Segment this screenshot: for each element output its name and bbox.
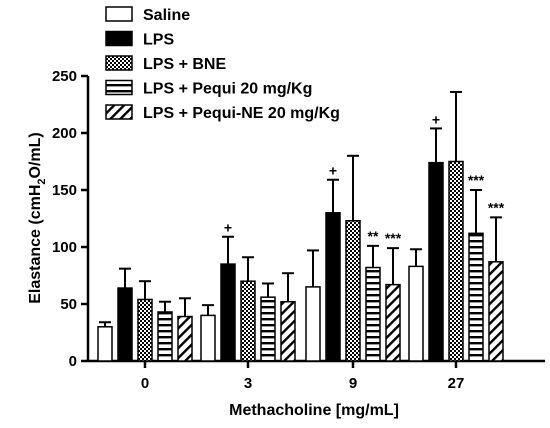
bar-group-item (200, 304, 216, 362)
bar (345, 220, 361, 362)
bar-group-item (137, 280, 153, 362)
x-tick-label: 27 (448, 375, 465, 392)
legend-item: Saline (105, 6, 190, 24)
legend-swatch (105, 79, 133, 96)
bar-group-item: ** (365, 228, 381, 362)
bar-group-item (280, 272, 296, 362)
bar-group-item: *** (385, 230, 402, 362)
y-tick-label: 50 (60, 296, 77, 313)
significance-marker: + (432, 111, 440, 127)
bar (200, 314, 216, 362)
bar-group-item (260, 282, 276, 362)
x-tick-label: 9 (349, 375, 357, 392)
bar (408, 265, 424, 362)
significance-marker: + (224, 220, 232, 236)
bar-group-item (177, 297, 193, 362)
legend-label: LPS + Pequi-NE 20 mg/Kg (143, 105, 340, 122)
legend: Saline LPS LPS + BNE LPS + Pequi 20 mg/Kg LP… (105, 6, 340, 122)
bar (488, 261, 504, 362)
bar (385, 283, 401, 362)
legend-item: LPS (105, 30, 174, 49)
bar-group-item: + (220, 220, 236, 362)
significance-marker: + (329, 163, 337, 179)
legend-label: LPS + Pequi 20 mg/Kg (143, 81, 312, 98)
legend-label: Saline (143, 7, 190, 24)
bar (448, 160, 464, 362)
bar-group-item (305, 249, 321, 362)
bar (468, 232, 484, 362)
legend-swatch (105, 30, 133, 47)
legend-label: LPS (143, 32, 174, 49)
significance-marker: *** (385, 230, 402, 246)
y-tick-label: 200 (52, 125, 77, 142)
bar (220, 263, 236, 362)
x-tick-label: 0 (141, 375, 149, 392)
bar (280, 300, 296, 362)
legend-swatch (105, 104, 133, 120)
bars: ++** ***+****** (97, 90, 505, 362)
bar-group-item (240, 256, 256, 362)
bar (305, 286, 321, 362)
significance-marker: ** (368, 228, 379, 244)
y-tick-label: 250 (52, 68, 77, 85)
bar (240, 280, 256, 362)
bar-group-item (157, 300, 173, 362)
legend-swatch (105, 6, 133, 22)
y-axis: 0 50 100 150 200 250 (52, 68, 90, 370)
significance-marker: *** (488, 199, 505, 215)
x-axis: 0 3 9 27 (88, 359, 545, 392)
bar-group-item (97, 321, 113, 362)
bar (117, 287, 133, 362)
y-axis-title: Elastance (cmH2O/mL) (27, 132, 48, 304)
bar (325, 212, 341, 362)
y-tick-label: 150 (52, 182, 77, 199)
bar-group-item (117, 267, 133, 362)
legend-item: LPS + Pequi-NE 20 mg/Kg (105, 104, 340, 122)
bar-group-item (408, 248, 424, 362)
y-tick-label: 0 (69, 353, 77, 370)
legend-label: LPS + BNE (143, 56, 226, 73)
bar (260, 296, 276, 362)
x-tick-label: 3 (244, 375, 252, 392)
bar-group-item: + (428, 111, 444, 362)
bar-group-item: *** (468, 172, 485, 362)
bar-group-item: *** (488, 199, 505, 362)
bar (365, 266, 381, 362)
bar (137, 298, 153, 362)
significance-marker: *** (468, 172, 485, 188)
bar-group-item: + (325, 163, 341, 362)
y-tick-label: 100 (52, 239, 77, 256)
bar-group-item (345, 154, 361, 362)
bar-group-item (448, 90, 464, 362)
legend-item: LPS + BNE (105, 55, 226, 73)
x-axis-title: Methacholine [mg/mL] (229, 402, 399, 419)
legend-item: LPS + Pequi 20 mg/Kg (105, 79, 312, 98)
legend-swatch (105, 55, 133, 71)
bar (428, 161, 444, 362)
bar (157, 311, 173, 362)
bar (97, 326, 113, 362)
bar (177, 315, 193, 362)
